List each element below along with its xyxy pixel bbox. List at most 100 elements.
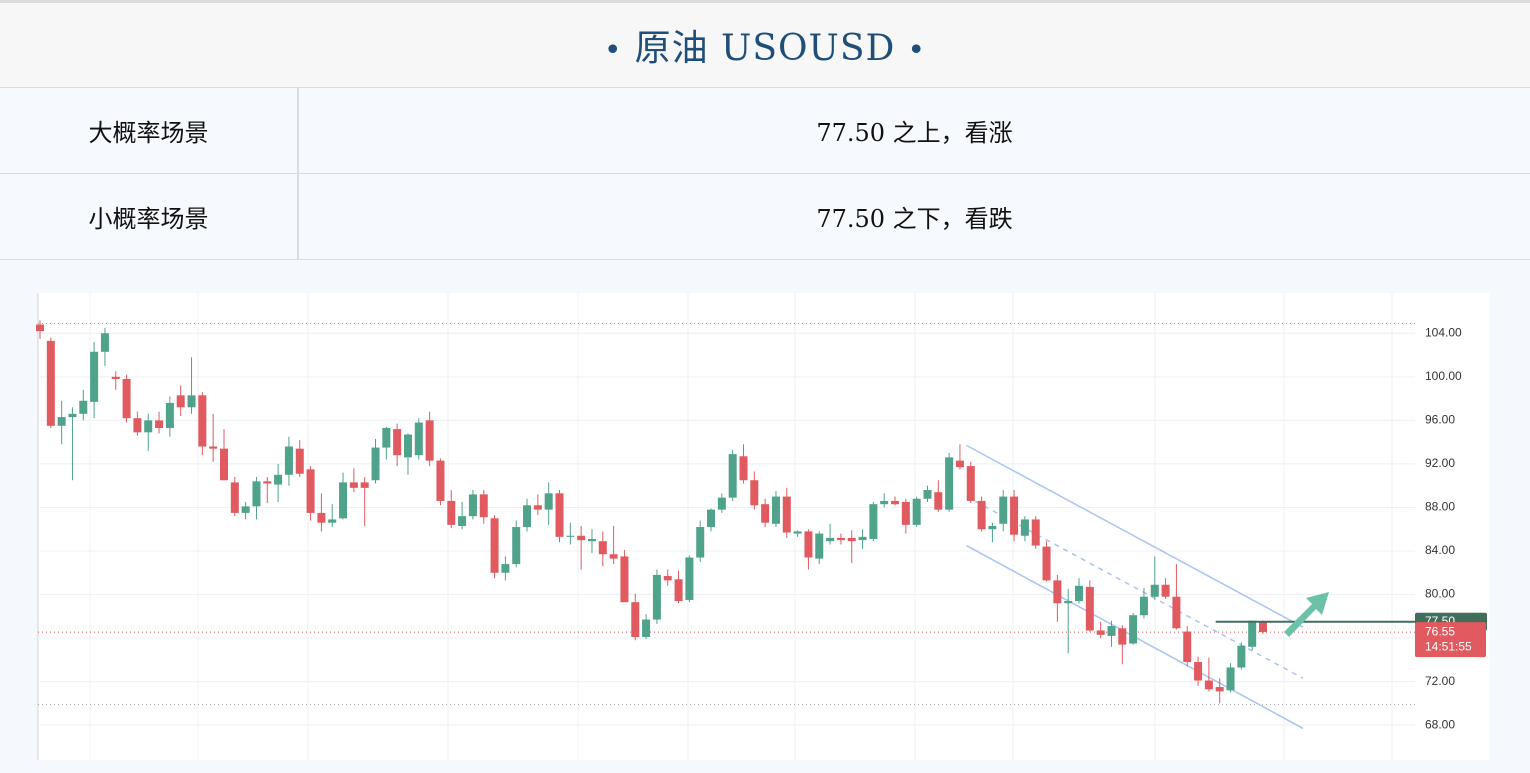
candle-body	[317, 512, 326, 523]
y-tick-label: 80.00	[1425, 587, 1455, 601]
candle-body	[880, 500, 889, 505]
candle-body	[836, 537, 845, 541]
candle-body	[707, 509, 716, 528]
candle-body	[490, 518, 499, 573]
candle-body	[436, 460, 445, 501]
candle-body	[274, 474, 283, 485]
candle-body	[284, 446, 293, 475]
table-row: 大概率场景 77.50 之上，看涨	[0, 88, 1530, 174]
candle-body	[771, 496, 780, 524]
price-label: 76.55	[1425, 624, 1455, 638]
candle-body	[1139, 596, 1148, 616]
candle-body	[945, 457, 954, 510]
candle-body	[458, 516, 467, 526]
y-tick-label: 96.00	[1425, 413, 1455, 427]
candle-body	[512, 527, 521, 565]
candle-body	[349, 482, 358, 488]
y-tick-label: 72.00	[1425, 674, 1455, 688]
candle-body	[1064, 601, 1073, 604]
candle-body	[1194, 662, 1203, 681]
candle-body	[295, 448, 304, 474]
chart-panel	[38, 293, 1490, 760]
candle-body	[79, 400, 88, 414]
cell: 77.50 之上，看涨	[816, 119, 1013, 147]
candle-body	[1172, 596, 1181, 629]
channel-line	[966, 444, 1304, 628]
candle-body	[1129, 615, 1138, 644]
candle-body	[263, 481, 272, 484]
candle-body	[761, 504, 770, 523]
candle-body	[100, 333, 109, 352]
candle-body	[912, 498, 921, 525]
candle-body	[414, 422, 423, 456]
header: 原油 USOUSD	[0, 0, 1530, 88]
candle-body	[566, 535, 575, 537]
y-tick-label: 68.00	[1425, 717, 1455, 731]
candle-body	[858, 536, 867, 541]
candle-body	[1215, 687, 1224, 692]
y-tick-label: 88.00	[1425, 500, 1455, 514]
candle-body	[176, 395, 185, 408]
candle-body	[165, 402, 174, 428]
price-tag	[1415, 622, 1486, 658]
candle-body	[685, 557, 694, 600]
candle-body	[999, 496, 1008, 524]
table-row: 小概率场景 77.50 之下，看跌	[0, 174, 1530, 260]
candle-body	[1226, 667, 1235, 691]
candle-body	[663, 576, 672, 581]
candle-body	[988, 525, 997, 530]
candle-body	[1237, 645, 1246, 668]
candle-body	[1248, 620, 1257, 647]
candle-body	[230, 482, 239, 513]
candle-body	[393, 429, 402, 456]
candle-body	[642, 619, 651, 637]
candle-body	[187, 395, 196, 408]
candle-body	[966, 466, 975, 501]
candle-body	[1161, 584, 1170, 597]
cell: 77.50 之下，看跌	[816, 205, 1013, 233]
candle-body	[111, 376, 120, 379]
candle-body	[793, 531, 802, 534]
candle-body	[869, 504, 878, 540]
candle-body	[68, 413, 77, 418]
candle-body	[1020, 519, 1029, 536]
candle-body	[209, 446, 218, 449]
y-tick-label: 92.00	[1425, 456, 1455, 470]
candle-body	[219, 448, 228, 481]
candle-body	[306, 469, 315, 513]
candle-body	[934, 492, 943, 510]
candle-body	[479, 494, 488, 518]
candle-body	[739, 456, 748, 481]
candle-body	[1075, 585, 1084, 602]
candle-body	[674, 579, 683, 602]
candle-body	[826, 537, 835, 542]
y-tick-label: 100.00	[1425, 369, 1462, 383]
candle-body	[577, 535, 586, 541]
candle-body	[728, 454, 737, 498]
candle-body	[425, 420, 434, 461]
candle-body	[750, 480, 759, 506]
candle-body	[468, 494, 477, 517]
candle-body	[815, 533, 824, 559]
candle-body	[328, 519, 337, 523]
y-tick-label: 104.00	[1425, 325, 1462, 339]
candle-body	[1010, 496, 1019, 535]
candle-body	[717, 497, 726, 510]
candle-body	[360, 482, 369, 488]
candle-body	[652, 574, 661, 620]
chart: 68.0072.0076.0080.0084.0088.0092.0096.00…	[36, 293, 1490, 760]
candle-body	[1259, 621, 1267, 633]
arrow	[1284, 592, 1329, 637]
candle-body	[609, 554, 618, 559]
candle-body	[782, 496, 791, 533]
candle-body	[403, 434, 412, 458]
candle-body	[523, 505, 532, 528]
candle-body	[696, 527, 705, 558]
candle-body	[501, 564, 510, 573]
candle-body	[1183, 631, 1192, 663]
candle-body	[1096, 630, 1105, 635]
candle-body	[544, 493, 553, 510]
title: 原油 USOUSD	[592, 19, 938, 71]
candle-body	[631, 602, 640, 637]
